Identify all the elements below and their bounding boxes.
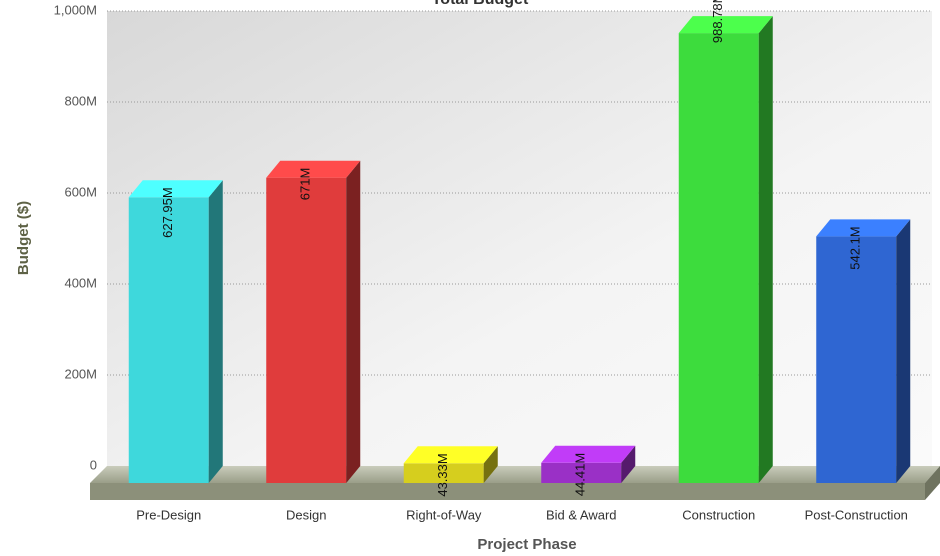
y-tick-label: 800M [64,93,97,108]
chart-title: Total Budget [432,0,529,8]
y-axis-title: Budget ($) [15,201,32,275]
y-tick-label: 200M [64,366,97,381]
floor-side [925,466,940,500]
value-label: 627.95M [160,187,175,238]
bar-front [128,197,209,483]
x-axis-title: Project Phase [477,536,576,553]
bar-front [816,236,897,483]
y-tick-label: 1,000M [54,2,97,17]
bar-front [266,177,347,483]
bar-top [678,16,773,34]
value-label: 988.78M [710,0,725,43]
x-tick-label: Pre-Design [136,507,201,522]
value-label: 542.1M [848,226,863,269]
y-tick-label: 0 [90,457,97,472]
bar-top [266,160,361,178]
x-tick-label: Construction [682,507,755,522]
x-tick-label: Right-of-Way [406,507,482,522]
bar-top [816,219,911,237]
bar-top [128,180,223,198]
bar-side [621,445,636,483]
bar-top [403,446,498,464]
y-tick-label: 400M [64,275,97,290]
bar-front [678,33,759,483]
x-tick-label: Bid & Award [546,507,617,522]
plot-background [107,11,932,466]
value-label: 44.41M [573,453,588,496]
bar-side [483,446,498,483]
bar-side [896,219,911,484]
bar-side [208,180,223,483]
bar-front [541,462,622,483]
floor-front [90,483,925,500]
value-label: 671M [298,168,313,201]
bar-side [346,160,361,483]
value-label: 43.33M [435,453,450,496]
bar-front [403,463,484,483]
y-tick-label: 600M [64,184,97,199]
x-tick-label: Design [286,507,326,522]
x-tick-label: Post-Construction [805,507,908,522]
bar-side [758,16,773,483]
bar-top [541,445,636,463]
